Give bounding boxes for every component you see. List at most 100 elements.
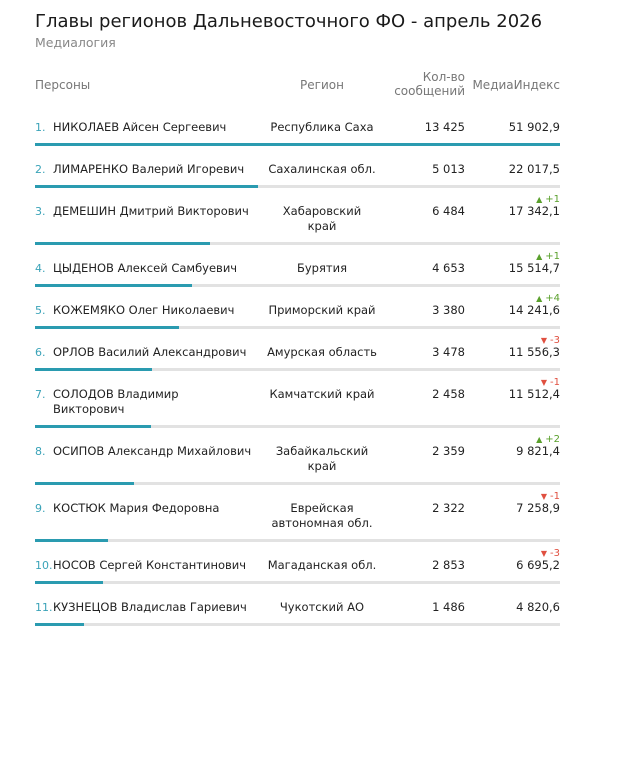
index-bar (35, 425, 152, 428)
rank: 9. (35, 502, 46, 515)
message-count: 13 425 (424, 120, 465, 134)
index-bar (35, 539, 109, 542)
rank: 6. (35, 346, 46, 359)
bar-track (35, 482, 560, 485)
table-row: 9. КОСТЮК Мария Федоровна Еврейская автоно… (35, 485, 560, 542)
message-count: 3 380 (432, 303, 465, 317)
rank: 10. (35, 559, 53, 572)
index-bar (35, 581, 103, 584)
person-name: КУЗНЕЦОВ Владислав Гариевич (53, 600, 247, 614)
region: Приморский край (268, 303, 376, 317)
rank-change: +4 (536, 291, 560, 306)
bar-track (35, 284, 560, 287)
table-row: 11. КУЗНЕЦОВ Владислав Гариевич Чукотский … (35, 584, 560, 626)
bar-track (35, 368, 560, 371)
index-bar (35, 242, 211, 245)
column-header: Персоны (35, 78, 91, 92)
rank-change: +1 (536, 192, 560, 207)
bar-track (35, 539, 560, 542)
table-row: 7. СОЛОДОВ Владимир Викторович Камчатский … (35, 371, 560, 428)
table-row: 5. КОЖЕМЯКО Олег Николаевич Приморский кра… (35, 287, 560, 329)
rank-change: -1 (541, 375, 560, 390)
rank: 3. (35, 205, 46, 218)
region: Чукотский АО (279, 600, 365, 614)
bar-track (35, 143, 560, 146)
rank: 4. (35, 262, 46, 275)
message-count: 2 458 (432, 387, 465, 401)
row-content: 4. ЦЫДЕНОВ Алексей Самбуевич Бурятия 4 653 1… (35, 251, 560, 276)
row-content: 11. КУЗНЕЦОВ Владислав Гариевич Чукотский … (35, 600, 560, 615)
message-count: 3 478 (432, 345, 465, 359)
index-bar (35, 326, 180, 329)
media-index: 14 241,6+4 (509, 293, 560, 318)
index-bar (35, 368, 152, 371)
media-index: 9 821,4+2 (516, 434, 560, 459)
table-row: 1. НИКОЛАЕВ Айсен Сергеевич Республика Сах… (35, 104, 560, 146)
rank: 2. (35, 163, 46, 176)
index-bar (35, 284, 192, 287)
bar-track (35, 425, 560, 428)
rank-change: +1 (536, 249, 560, 264)
index-bar (35, 143, 560, 146)
rank: 1. (35, 121, 46, 134)
row-content: 1. НИКОЛАЕВ Айсен Сергеевич Республика Сах… (35, 120, 560, 135)
row-content: 8. ОСИПОВ Александр Михайлович Забайкальск… (35, 434, 560, 474)
table-row: 10. НОСОВ Сергей Константинович Магаданска… (35, 542, 560, 584)
person-name: ДЕМЕШИН Дмитрий Викторович (53, 204, 249, 218)
rank-change: +2 (536, 432, 560, 447)
media-index: 11 556,3-3 (509, 335, 560, 360)
region: Амурская область (267, 345, 377, 359)
media-index: 7 258,9-1 (516, 491, 560, 516)
index-bar (35, 185, 258, 188)
rank: 8. (35, 445, 46, 458)
subtitle: Медиалогия (35, 35, 116, 50)
message-count: 5 013 (432, 162, 465, 176)
message-count: 2 359 (432, 444, 465, 458)
message-count: 6 484 (432, 204, 465, 218)
row-content: 5. КОЖЕМЯКО Олег Николаевич Приморский кра… (35, 293, 560, 318)
person-name: КОСТЮК Мария Федоровна (53, 501, 220, 515)
message-count: 1 486 (432, 600, 465, 614)
row-content: 7. СОЛОДОВ Владимир Викторович Камчатский … (35, 377, 560, 417)
person-name: ОРЛОВ Василий Александрович (53, 345, 247, 359)
media-index: 6 695,2-3 (516, 548, 560, 573)
index-bar (35, 623, 84, 626)
title: Главы регионов Дальневосточного ФО - апр… (35, 11, 543, 32)
region: Забайкальский край (275, 444, 369, 473)
bar-track (35, 623, 560, 626)
table-row: 8. ОСИПОВ Александр Михайлович Забайкальск… (35, 428, 560, 485)
person-name: ЦЫДЕНОВ Алексей Самбуевич (53, 261, 238, 275)
region: Сахалинская обл. (268, 162, 376, 176)
bar-track (35, 326, 560, 329)
rank: 7. (35, 388, 46, 401)
bar-track (35, 185, 560, 188)
rank: 5. (35, 304, 46, 317)
bar-track (35, 242, 560, 245)
row-content: 2. ЛИМАРЕНКО Валерий Игоревич Сахалинская … (35, 162, 560, 177)
person-name: КОЖЕМЯКО Олег Николаевич (53, 303, 235, 317)
person-name: НИКОЛАЕВ Айсен Сергеевич (53, 120, 227, 134)
media-index: 22 017,5 (508, 162, 560, 176)
media-index: 11 512,4-1 (509, 377, 560, 402)
table-header: Персоны Регион Кол-во сообщений МедиаИнд… (35, 70, 560, 102)
person-name: ОСИПОВ Александр Михайлович (53, 444, 252, 458)
row-content: 6. ОРЛОВ Василий Александрович Амурская об… (35, 335, 560, 360)
table-row: 6. ОРЛОВ Василий Александрович Амурская об… (35, 329, 560, 371)
region: Республика Саха (270, 120, 374, 134)
index-bar (35, 482, 135, 485)
region: Камчатский край (269, 387, 375, 401)
region: Еврейская автономная обл. (271, 501, 373, 530)
message-count: 2 322 (432, 501, 465, 515)
column-header: Кол-во сообщений (394, 70, 465, 98)
row-content: 3. ДЕМЕШИН Дмитрий Викторович Хабаровский … (35, 194, 560, 234)
region: Магаданская обл. (267, 558, 377, 572)
column-header: МедиаИндекс (472, 78, 560, 92)
person-name: ЛИМАРЕНКО Валерий Игоревич (53, 162, 245, 176)
media-index: 15 514,7+1 (509, 251, 560, 276)
row-content: 9. КОСТЮК Мария Федоровна Еврейская автоно… (35, 491, 560, 531)
media-index: 51 902,9 (508, 120, 560, 134)
table-row: 3. ДЕМЕШИН Дмитрий Викторович Хабаровский … (35, 188, 560, 245)
media-index: 4 820,6 (516, 600, 560, 614)
